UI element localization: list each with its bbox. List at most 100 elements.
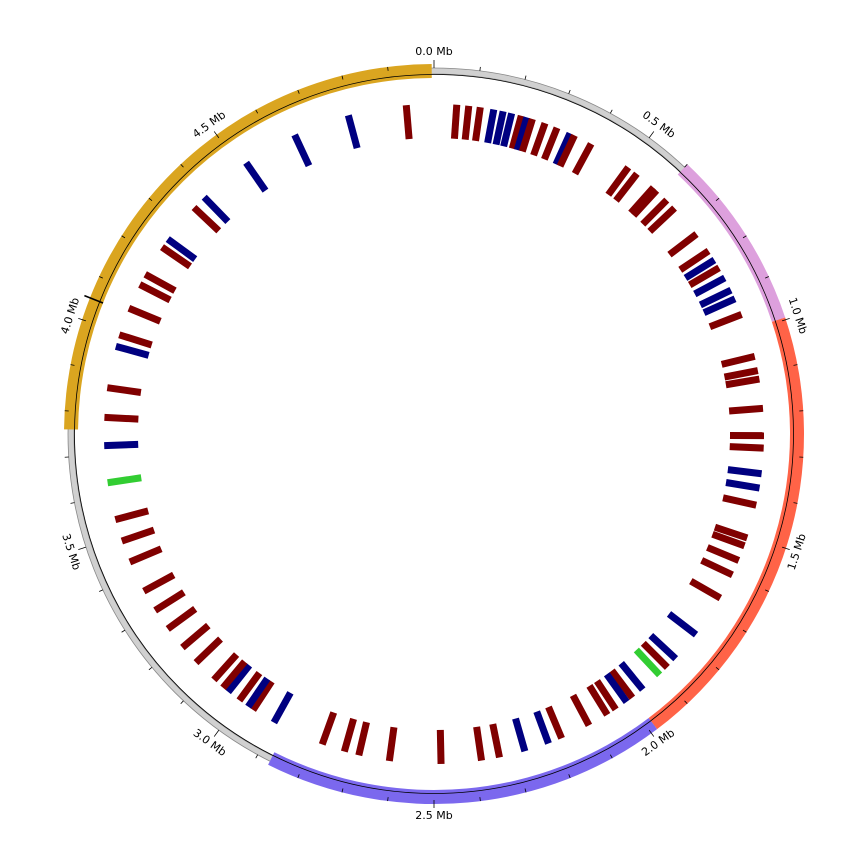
feature-bar — [683, 257, 717, 281]
minor-tick — [609, 754, 613, 759]
feature-bar — [114, 342, 150, 359]
minor-tick — [255, 109, 259, 114]
ring-line — [74, 74, 794, 794]
feature-bar — [722, 494, 757, 509]
minor-tick — [524, 788, 527, 793]
minor-tick — [387, 66, 389, 71]
feature-bar — [220, 659, 248, 690]
feature-bar — [633, 647, 663, 678]
feature-bar — [713, 523, 749, 542]
major-tick — [78, 546, 87, 550]
feature-bar — [594, 679, 619, 712]
feature-bar — [211, 652, 240, 683]
feature-bar — [687, 264, 721, 288]
feature-bar — [512, 717, 529, 753]
feature-bar — [138, 281, 172, 304]
feature-bar — [667, 231, 699, 258]
feature-bar — [180, 622, 211, 651]
feature-bar — [708, 311, 743, 331]
feature-bar — [603, 672, 630, 704]
minor-tick — [99, 589, 104, 592]
major-tick — [781, 318, 790, 322]
feature-bar — [340, 717, 357, 753]
feature-bar — [628, 185, 657, 216]
minor-tick — [715, 197, 720, 202]
feature-bar — [725, 479, 761, 492]
feature-bar — [545, 705, 565, 740]
major-tick — [213, 729, 220, 737]
feature-bar — [640, 640, 670, 670]
feature-bar — [270, 691, 294, 725]
feature-bar — [605, 165, 632, 197]
region-arc — [64, 64, 432, 430]
feature-bar — [104, 413, 139, 423]
feature-bar — [236, 670, 263, 703]
feature-bar — [648, 632, 679, 662]
feature-bar — [484, 108, 498, 144]
feature-bar — [631, 187, 660, 218]
feature-bar — [700, 557, 734, 579]
minor-tick — [568, 89, 571, 94]
feature-bar — [508, 114, 525, 150]
feature-bar — [518, 117, 536, 153]
feature-bar — [153, 589, 186, 614]
feature-bar — [191, 204, 222, 234]
feature-bar — [723, 367, 759, 381]
axis-tick-labels: 0.0 Mb0.5 Mb1.0 Mb1.5 Mb2.0 Mb2.5 Mb3.0 … — [58, 45, 810, 822]
feature-bar — [461, 105, 473, 141]
feature-bar — [618, 661, 646, 692]
region-arc — [648, 317, 805, 730]
minor-tick — [70, 364, 75, 366]
feature-bar — [711, 530, 746, 550]
feature-bar — [472, 106, 484, 142]
feature-bar — [609, 668, 636, 700]
minor-tick — [742, 629, 747, 633]
feature-bar — [530, 122, 549, 157]
minor-tick — [479, 797, 481, 802]
minor-tick — [684, 164, 688, 168]
tick-label: 0.0 Mb — [415, 45, 452, 58]
minor-tick — [121, 235, 126, 239]
minor-tick — [387, 797, 389, 802]
feature-bar — [165, 606, 198, 632]
marker-tick — [84, 294, 104, 304]
feature-bar — [586, 684, 611, 717]
major-tick — [213, 131, 220, 139]
minor-tick — [341, 75, 344, 80]
feature-bar — [128, 545, 163, 566]
minor-tick — [609, 109, 613, 114]
minor-tick — [297, 774, 300, 779]
minor-tick — [568, 774, 571, 779]
minor-tick — [121, 629, 126, 633]
minor-tick — [793, 364, 798, 366]
inner-ring-line — [74, 74, 794, 794]
minor-tick — [479, 66, 481, 71]
feature-bar — [473, 726, 485, 762]
feature-bar — [291, 133, 313, 168]
feature-bar — [250, 679, 275, 712]
feature-bar — [118, 331, 153, 349]
minor-tick — [255, 754, 259, 759]
feature-bar — [318, 711, 338, 746]
minor-tick — [524, 75, 527, 80]
feature-bar — [640, 197, 670, 227]
feature-bar — [193, 636, 223, 666]
feature-bar — [165, 236, 198, 262]
feature-bar — [571, 142, 595, 176]
minor-tick — [341, 788, 344, 793]
feature-bar — [436, 729, 445, 764]
minor-tick — [180, 164, 184, 168]
minor-tick — [742, 235, 747, 239]
feature-bar — [450, 104, 461, 139]
feature-bar — [107, 474, 142, 487]
feature-bar — [355, 721, 370, 757]
minor-tick — [148, 666, 153, 671]
feature-bar — [500, 112, 516, 148]
minor-tick — [715, 666, 720, 671]
major-tick — [648, 729, 655, 737]
feature-bar — [142, 571, 176, 595]
feature-bars — [104, 104, 765, 764]
minor-tick — [99, 276, 104, 279]
minor-tick — [148, 197, 153, 202]
